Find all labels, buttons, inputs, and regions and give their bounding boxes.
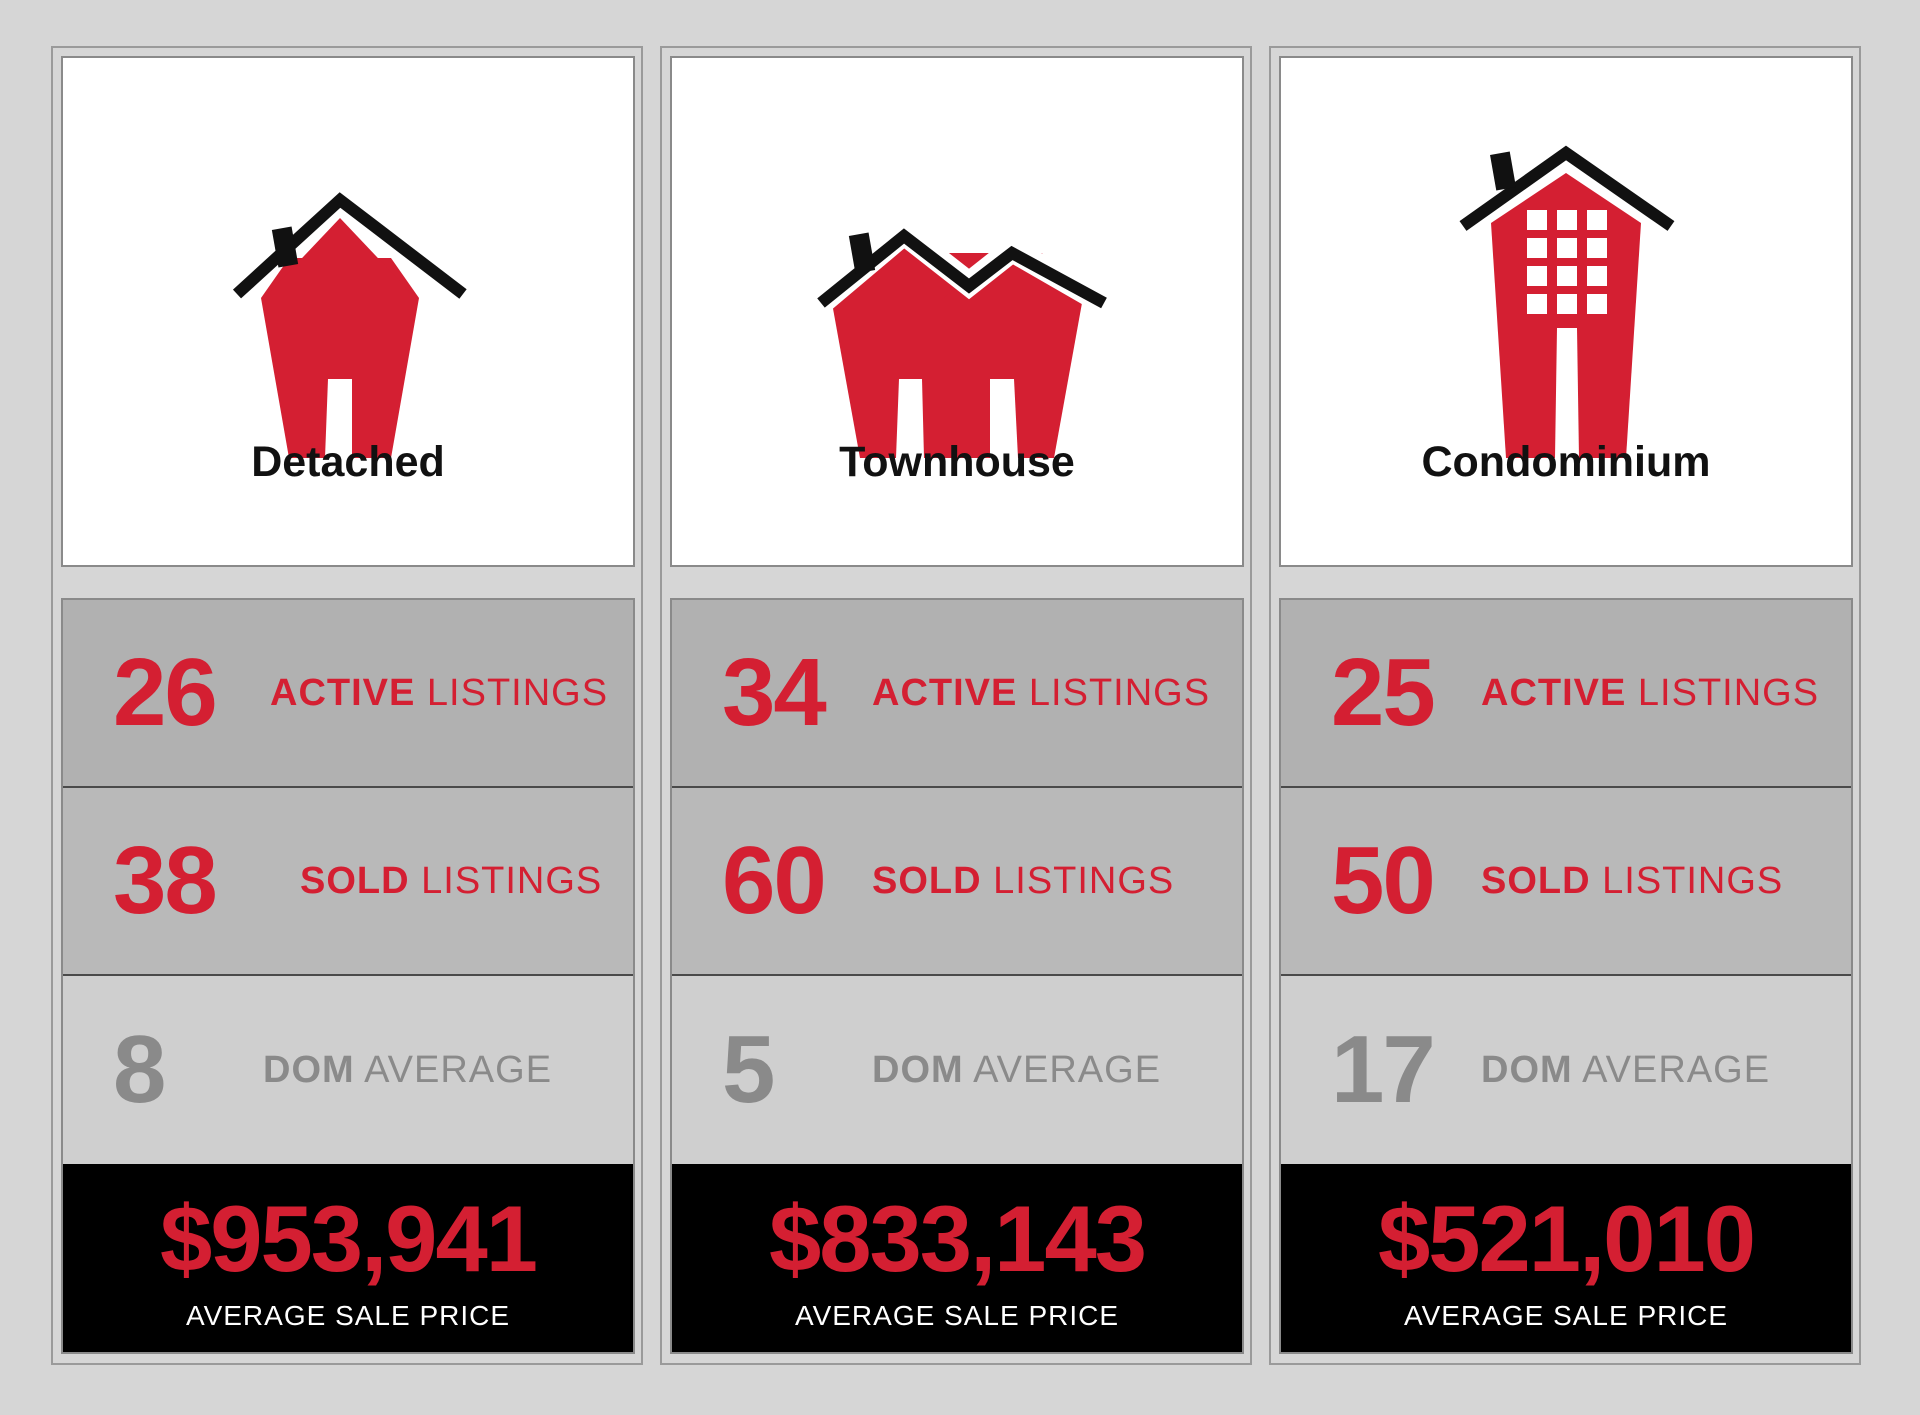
condominium-building-icon bbox=[1455, 135, 1679, 458]
average-sale-price-caption: AVERAGE SALE PRICE bbox=[1403, 1300, 1729, 1331]
condominium-column: Condominium 25 ACTIVE LISTINGS 50 SOLD L… bbox=[1269, 46, 1861, 1365]
sold-listings-label: SOLD LISTINGS bbox=[1481, 859, 1784, 902]
active-listings-count: 26 bbox=[113, 639, 218, 746]
property-type-label: Detached bbox=[251, 438, 445, 486]
active-listings-count: 34 bbox=[722, 639, 827, 746]
townhouse-column: Townhouse 34 ACTIVE LISTINGS 60 SOLD LIS… bbox=[660, 46, 1252, 1365]
property-type-label: Townhouse bbox=[839, 438, 1075, 486]
townhouse-icon bbox=[813, 217, 1110, 458]
average-sale-price-row: $833,143 AVERAGE SALE PRICE bbox=[672, 1164, 1242, 1352]
condominium-header-card: Condominium bbox=[1279, 56, 1853, 567]
dom-average-row: 8 DOM AVERAGE bbox=[63, 976, 633, 1164]
townhouse-header-card: Townhouse bbox=[670, 56, 1244, 567]
dom-average-label: DOM AVERAGE bbox=[1481, 1048, 1771, 1091]
average-sale-price-value: $833,143 bbox=[768, 1186, 1147, 1291]
average-sale-price-row: $521,010 AVERAGE SALE PRICE bbox=[1281, 1164, 1851, 1352]
dom-average-label: DOM AVERAGE bbox=[263, 1048, 553, 1091]
condominium-stats: 25 ACTIVE LISTINGS 50 SOLD LISTINGS 17 D… bbox=[1279, 598, 1853, 1354]
sold-listings-count: 50 bbox=[1331, 827, 1436, 934]
sold-listings-count: 38 bbox=[113, 827, 218, 934]
sold-listings-count: 60 bbox=[722, 827, 827, 934]
average-sale-price-caption: AVERAGE SALE PRICE bbox=[794, 1300, 1120, 1331]
dom-average-row: 17 DOM AVERAGE bbox=[1281, 976, 1851, 1164]
sold-listings-label: SOLD LISTINGS bbox=[300, 859, 603, 902]
average-sale-price-caption: AVERAGE SALE PRICE bbox=[185, 1300, 511, 1331]
average-sale-price-value: $521,010 bbox=[1377, 1186, 1756, 1291]
average-sale-price-value: $953,941 bbox=[159, 1186, 538, 1291]
active-listings-row: 26 ACTIVE LISTINGS bbox=[63, 600, 633, 788]
sold-listings-row: 38 SOLD LISTINGS bbox=[63, 788, 633, 976]
active-listings-row: 34 ACTIVE LISTINGS bbox=[672, 600, 1242, 788]
dom-average-value: 8 bbox=[113, 1016, 166, 1123]
property-type-label: Condominium bbox=[1421, 438, 1711, 486]
active-listings-label: ACTIVE LISTINGS bbox=[872, 671, 1211, 714]
active-listings-label: ACTIVE LISTINGS bbox=[270, 671, 609, 714]
detached-header-card: Detached bbox=[61, 56, 635, 567]
townhouse-stats: 34 ACTIVE LISTINGS 60 SOLD LISTINGS 5 DO… bbox=[670, 598, 1244, 1354]
active-listings-label: ACTIVE LISTINGS bbox=[1481, 671, 1820, 714]
sold-listings-row: 60 SOLD LISTINGS bbox=[672, 788, 1242, 976]
dom-average-value: 17 bbox=[1331, 1016, 1436, 1123]
active-listings-count: 25 bbox=[1331, 639, 1436, 746]
sold-listings-row: 50 SOLD LISTINGS bbox=[1281, 788, 1851, 976]
sold-listings-label: SOLD LISTINGS bbox=[872, 859, 1175, 902]
dom-average-row: 5 DOM AVERAGE bbox=[672, 976, 1242, 1164]
detached-house-icon bbox=[228, 180, 471, 458]
dom-average-value: 5 bbox=[722, 1016, 775, 1123]
average-sale-price-row: $953,941 AVERAGE SALE PRICE bbox=[63, 1164, 633, 1352]
detached-column: Detached 26 ACTIVE LISTINGS 38 SOLD LIST… bbox=[51, 46, 643, 1365]
dom-average-label: DOM AVERAGE bbox=[872, 1048, 1162, 1091]
detached-stats: 26 ACTIVE LISTINGS 38 SOLD LISTINGS 8 DO… bbox=[61, 598, 635, 1354]
active-listings-row: 25 ACTIVE LISTINGS bbox=[1281, 600, 1851, 788]
